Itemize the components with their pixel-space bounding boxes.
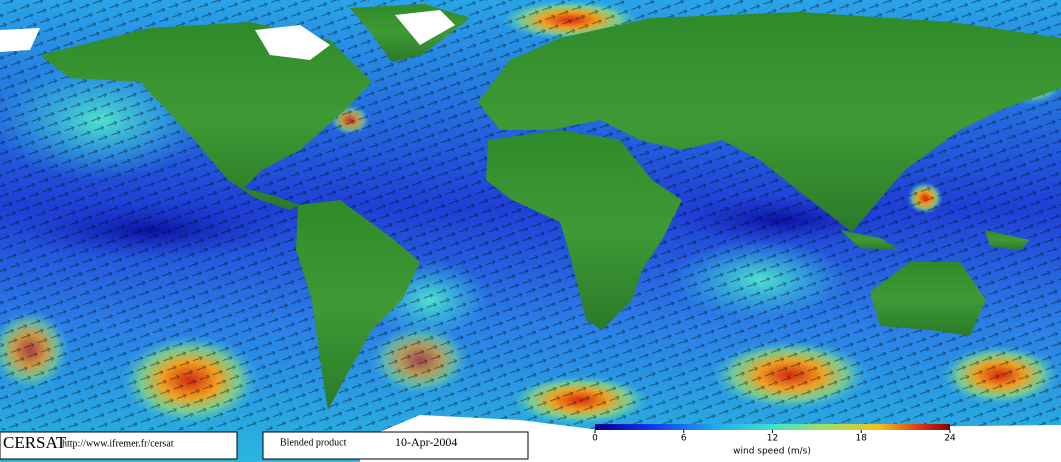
- product-box: [262, 431, 529, 460]
- colorbar-tick-label: 12: [767, 434, 778, 444]
- colorbar: [595, 424, 950, 430]
- colorbar-tick-label: 0: [592, 434, 598, 444]
- product: Blended product: [280, 437, 347, 448]
- ice: [0, 10, 1061, 462]
- url: http://www.ifremer.fr/cersat: [62, 438, 174, 449]
- colorbar-ticks: 0 6 12 18 24: [592, 430, 956, 444]
- date: 10-Apr-2004: [395, 435, 457, 449]
- logo: CERSAT: [3, 433, 67, 452]
- colorbar-tick-label: 24: [944, 434, 956, 444]
- colorbar-label: wind speed (m/s): [733, 447, 811, 457]
- colorbar-tick-label: 18: [856, 434, 868, 444]
- colorbar-tick-label: 6: [681, 434, 687, 444]
- continents: [40, 4, 1061, 410]
- credit-box: [0, 431, 238, 460]
